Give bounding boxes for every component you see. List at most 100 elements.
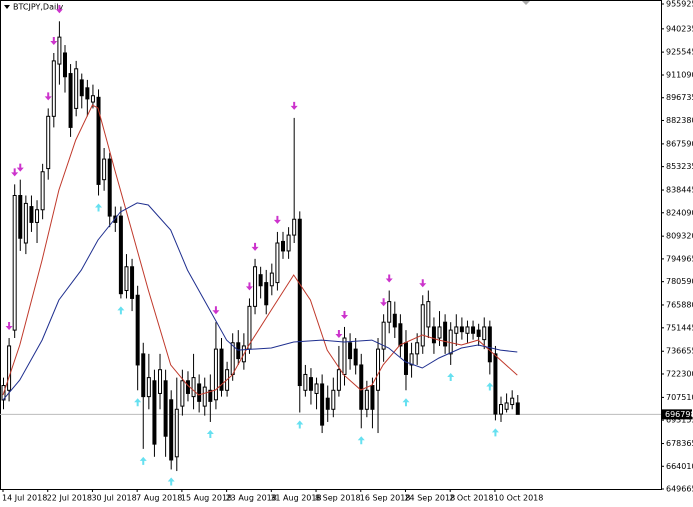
y-tick-label: 664010 bbox=[666, 462, 693, 471]
fractal-down-arrow bbox=[385, 274, 393, 283]
candle-body bbox=[130, 266, 135, 299]
candle-body bbox=[443, 321, 448, 347]
candle-body bbox=[253, 266, 258, 307]
current-price-label: 696798 bbox=[665, 410, 693, 419]
x-tick-label: 8 Sep 2018 bbox=[315, 494, 361, 503]
candle-body bbox=[353, 348, 358, 366]
current-price-box bbox=[662, 409, 692, 420]
fractal-down-arrow bbox=[44, 92, 52, 101]
candle-body bbox=[336, 369, 341, 391]
x-tick-label: 30 Jul 2018 bbox=[91, 494, 136, 503]
candle-body bbox=[286, 234, 291, 252]
candle-body bbox=[281, 240, 285, 252]
candle-body bbox=[90, 95, 95, 103]
y-tick-label: 955925 bbox=[666, 0, 693, 8]
candle-body bbox=[264, 282, 269, 306]
x-tick-label: 23 Aug 2018 bbox=[226, 494, 277, 503]
y-tick-label: 809320 bbox=[666, 232, 693, 241]
fractal-down-arrow bbox=[55, 5, 63, 14]
candle-body bbox=[40, 171, 45, 211]
fractal-up-arrow bbox=[117, 306, 125, 315]
y-tick-label: 867590 bbox=[666, 139, 693, 148]
candle-body bbox=[482, 326, 487, 341]
fractal-up-arrow bbox=[95, 203, 103, 212]
menu-triangle bbox=[4, 5, 10, 9]
candle-body bbox=[342, 337, 347, 375]
moving-average bbox=[2, 104, 518, 396]
candle-body bbox=[331, 389, 336, 410]
y-tick-label: 911090 bbox=[666, 71, 693, 80]
y-tick-label: 838445 bbox=[666, 186, 693, 195]
candle-body bbox=[29, 206, 34, 223]
fractal-down-arrow bbox=[273, 215, 281, 224]
candle-body bbox=[158, 369, 163, 394]
y-tick-label: 736655 bbox=[666, 347, 693, 356]
candle-body bbox=[68, 73, 73, 128]
candle-body bbox=[141, 353, 146, 398]
candle-body bbox=[197, 383, 202, 402]
candle-body bbox=[387, 301, 392, 323]
candle-body bbox=[392, 313, 397, 328]
candle-body bbox=[437, 326, 442, 339]
x-tick-label: 16 Sep 2018 bbox=[360, 494, 411, 503]
x-tick-label: 24 Sep 2018 bbox=[404, 494, 455, 503]
candle-body bbox=[85, 87, 90, 100]
fractal-up-arrow bbox=[134, 398, 142, 407]
candle-body bbox=[230, 342, 235, 375]
candle-body bbox=[292, 218, 297, 236]
y-tick-label: 678365 bbox=[666, 439, 693, 448]
y-tick-label: 824090 bbox=[666, 208, 693, 217]
candle-body bbox=[403, 342, 408, 375]
y-tick-label: 707510 bbox=[666, 393, 693, 402]
candle-body bbox=[431, 326, 436, 344]
y-tick-label: 693155 bbox=[666, 416, 693, 425]
x-tick-label: 2 Oct 2018 bbox=[449, 494, 493, 503]
fractal-down-arrow bbox=[251, 242, 259, 251]
candle-body bbox=[476, 329, 481, 337]
candle-body bbox=[124, 266, 129, 292]
fractal-up-arrow bbox=[206, 429, 214, 438]
candle-body bbox=[174, 408, 179, 458]
fractal-up-arrow bbox=[167, 477, 175, 486]
fractal-down-arrow bbox=[419, 279, 427, 288]
candle-body bbox=[499, 404, 504, 415]
candle-body bbox=[459, 326, 464, 333]
fractal-up-arrow bbox=[402, 398, 410, 407]
x-tick-label: 14 Jul 2018 bbox=[2, 494, 47, 503]
candle-body bbox=[420, 304, 425, 347]
fractal-down-arrow bbox=[380, 298, 388, 307]
candle-body bbox=[219, 348, 224, 391]
candle-body bbox=[146, 377, 151, 398]
y-tick-label: 925545 bbox=[666, 48, 693, 57]
y-tick-label: 649665 bbox=[666, 485, 693, 494]
candle-body bbox=[152, 380, 157, 445]
y-tick-label: 794965 bbox=[666, 254, 693, 263]
candle-body bbox=[370, 385, 375, 410]
candle-body bbox=[18, 194, 23, 239]
candle-body bbox=[275, 242, 280, 284]
candle-body bbox=[487, 326, 492, 363]
fractal-down-arrow bbox=[212, 306, 220, 315]
candle-body bbox=[258, 274, 263, 287]
x-tick-label: 31 Aug 2018 bbox=[270, 494, 321, 503]
candle-body bbox=[471, 326, 476, 334]
candle-body bbox=[465, 326, 470, 334]
y-tick-label: 882380 bbox=[666, 116, 693, 125]
candle-body bbox=[135, 294, 140, 366]
candle-body bbox=[102, 158, 107, 181]
y-tick-label: 940235 bbox=[666, 24, 693, 33]
x-tick-label: 10 Oct 2018 bbox=[494, 494, 543, 503]
candle-body bbox=[79, 79, 84, 97]
candle-body bbox=[415, 342, 420, 355]
fractal-down-arrow bbox=[335, 329, 343, 338]
candle-body bbox=[57, 36, 62, 65]
candle-body bbox=[308, 377, 313, 391]
candle-body bbox=[180, 380, 185, 407]
shift-marker bbox=[522, 1, 530, 5]
candle-body bbox=[202, 386, 207, 407]
candle-body bbox=[213, 348, 218, 401]
candle-body bbox=[236, 342, 241, 360]
y-tick-label: 751445 bbox=[666, 323, 693, 332]
candle-body bbox=[320, 383, 325, 426]
